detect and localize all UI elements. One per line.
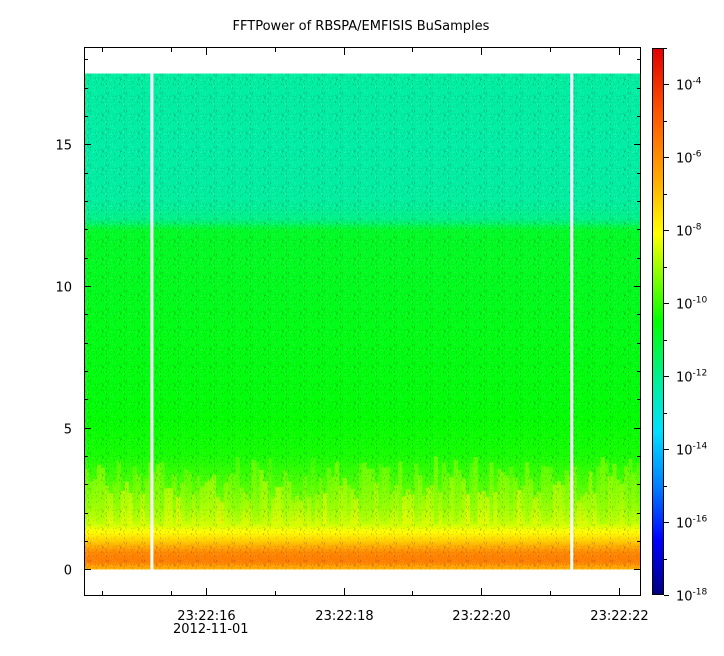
y-tick-label-10: 10	[55, 281, 72, 296]
colorbar-label--18: 10-18	[676, 588, 708, 605]
colorbar-label--6: 10-6	[676, 150, 702, 167]
x-tick-label-3: 23:22:22	[590, 609, 648, 624]
colorbar-label--8: 10-8	[676, 223, 702, 240]
colorbar	[652, 48, 664, 595]
x-axis-date-label: 2012-11-01	[173, 622, 249, 637]
colorbar-frame	[652, 48, 664, 595]
x-axis: 23:22:16 23:22:18 23:22:20 23:22:22	[102, 48, 649, 624]
y-tick-label-0: 0	[64, 564, 72, 579]
chart-title: FFTPower of RBSPA/EMFISIS BuSamples	[233, 19, 490, 34]
y-tick-label-15: 15	[55, 139, 72, 154]
x-tick-label-1: 23:22:18	[315, 609, 373, 624]
plot-frame	[84, 47, 641, 596]
y-axis: 0 5 10 15	[55, 59, 640, 579]
spectrogram-noise	[85, 73, 640, 570]
y-tick-label-5: 5	[64, 423, 72, 438]
spectrogram-area	[85, 73, 641, 570]
colorbar-label--16: 10-16	[676, 515, 708, 532]
colorbar-label--10: 10-10	[676, 296, 708, 313]
x-tick-label-2: 23:22:20	[452, 609, 510, 624]
colorbar-gradient	[652, 48, 664, 595]
colorbar-label--12: 10-12	[676, 369, 707, 386]
x-tick-label-0: 23:22:16	[177, 609, 235, 624]
colorbar-axis: 10-4 10-6 10-8 10-10 10-12 10-14 10-16 10-18	[664, 48, 708, 605]
data-gap-1	[570, 73, 574, 570]
colorbar-label--4: 10-4	[676, 77, 702, 94]
colorbar-label--14: 10-14	[676, 442, 708, 459]
data-gaps	[150, 73, 574, 570]
data-gap-0	[150, 73, 154, 570]
